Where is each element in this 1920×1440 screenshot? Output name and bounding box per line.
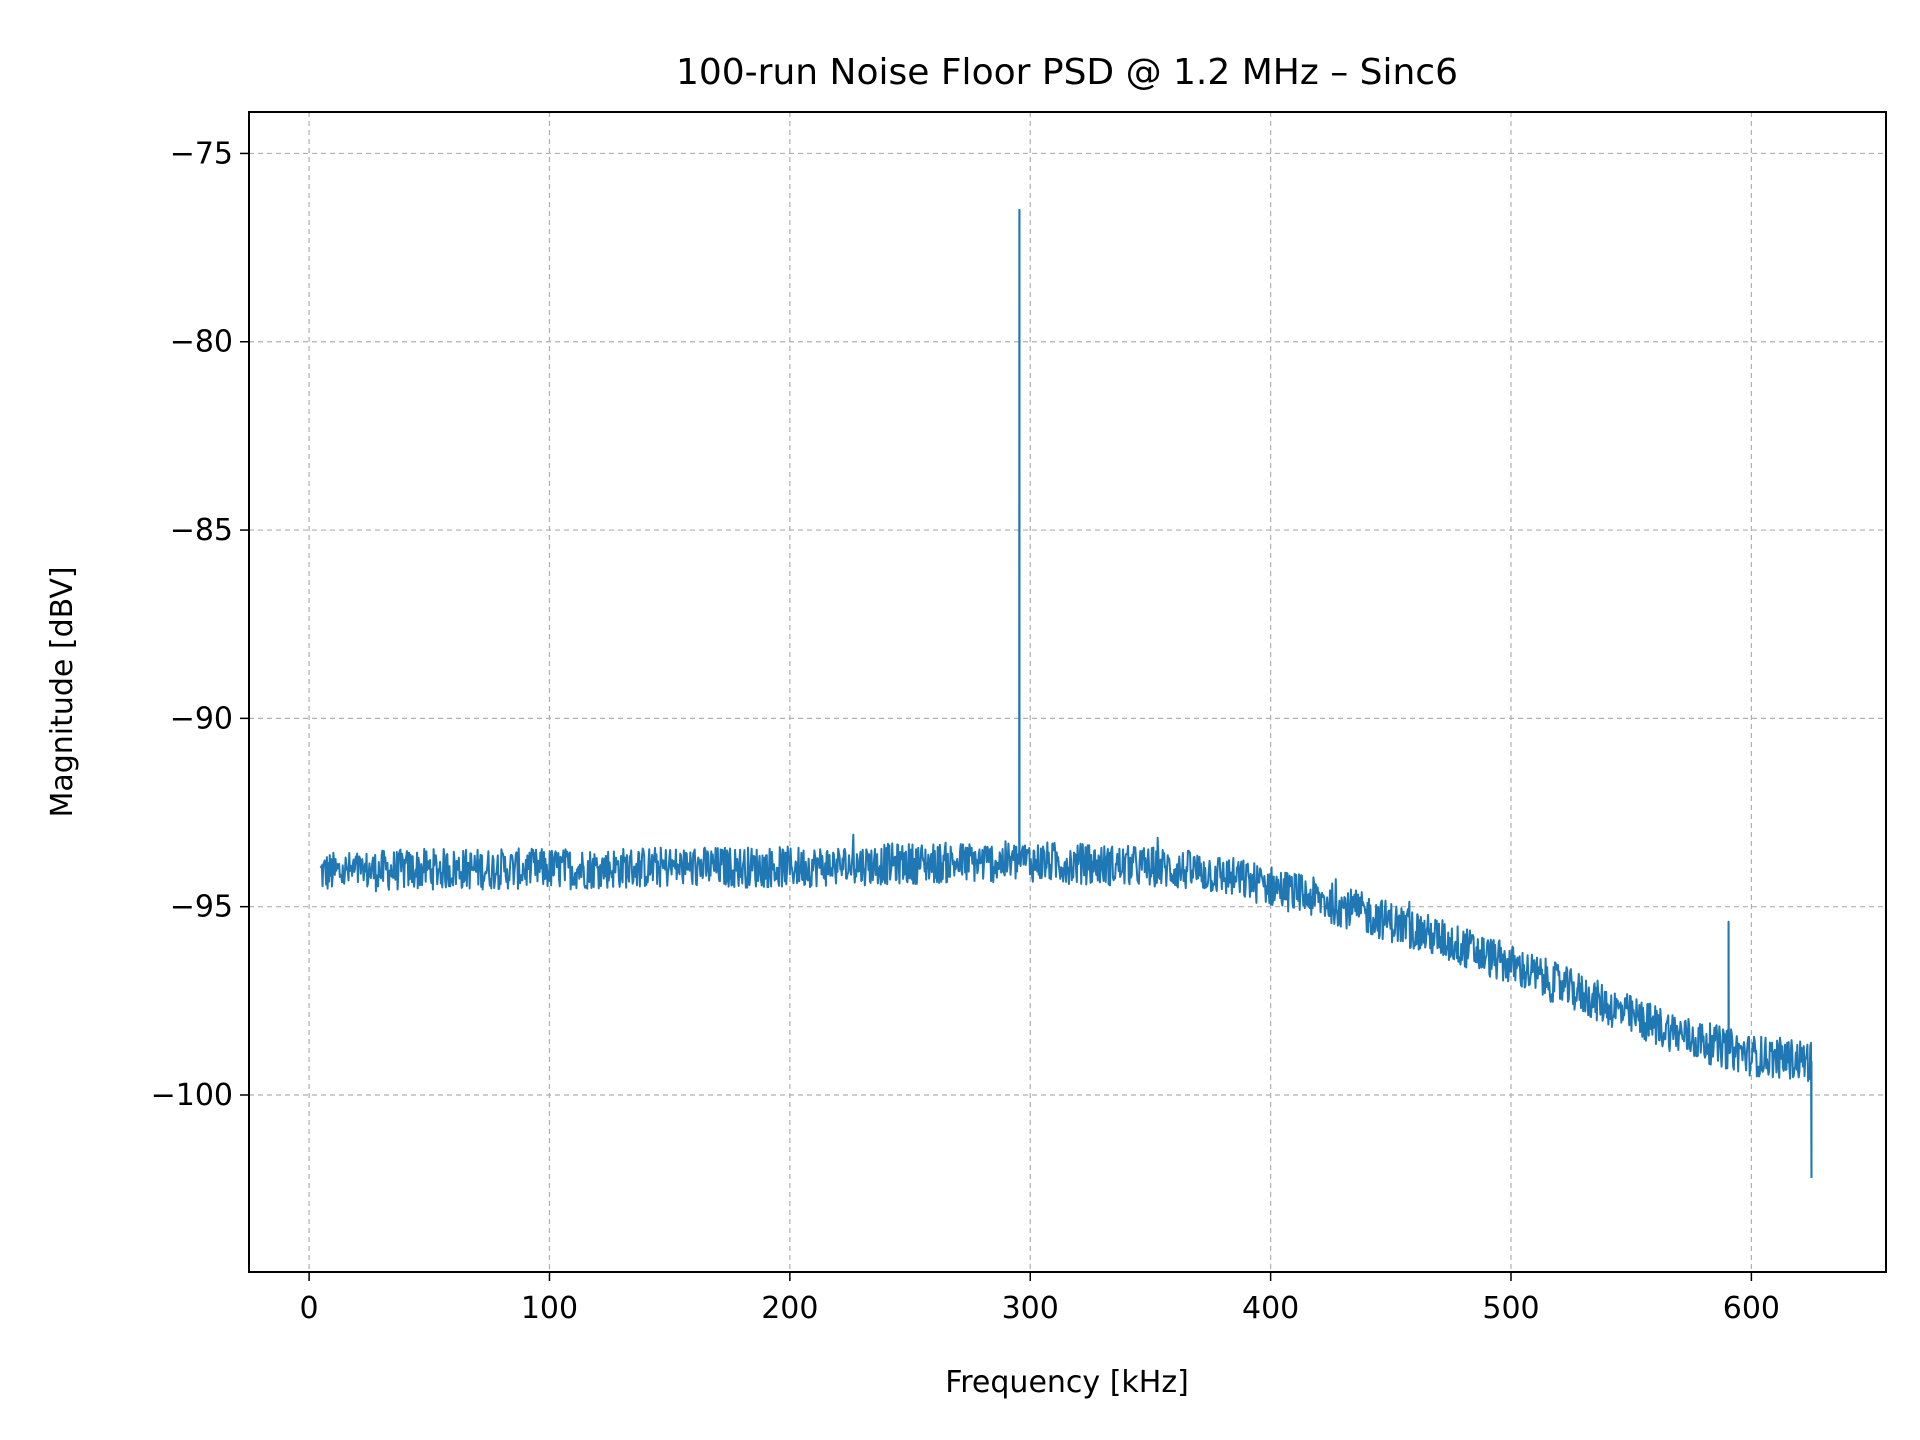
x-tick-label: 500 [1482,1291,1539,1326]
x-tick-label: 200 [761,1291,818,1326]
x-tick-label: 0 [300,1291,319,1326]
x-axis: 0 100 200 300 400 500 600 [300,1272,1780,1326]
y-axis-label: Magnitude [dBV] [45,566,80,817]
plot-frame [248,111,1887,1273]
x-tick-label: 400 [1242,1291,1299,1326]
grid [249,112,1886,1272]
psd-series-line [319,208,1813,1178]
x-tick-label: 100 [521,1291,578,1326]
y-axis: −100 −95 −90 −85 −80 −75 [151,136,249,1113]
y-tick-label: −80 [170,325,233,360]
y-tick-label: −100 [151,1078,233,1113]
y-tick-label: −75 [170,136,233,171]
y-tick-label: −95 [170,890,233,925]
x-axis-label: Frequency [kHz] [945,1365,1189,1400]
x-tick-label: 300 [1002,1291,1059,1326]
chart-title: 100-run Noise Floor PSD @ 1.2 MHz – Sinc… [676,52,1458,93]
x-tick-label: 600 [1723,1291,1780,1326]
psd-line [319,208,1813,1178]
y-tick-label: −85 [170,513,233,548]
y-tick-label: −90 [170,701,233,736]
